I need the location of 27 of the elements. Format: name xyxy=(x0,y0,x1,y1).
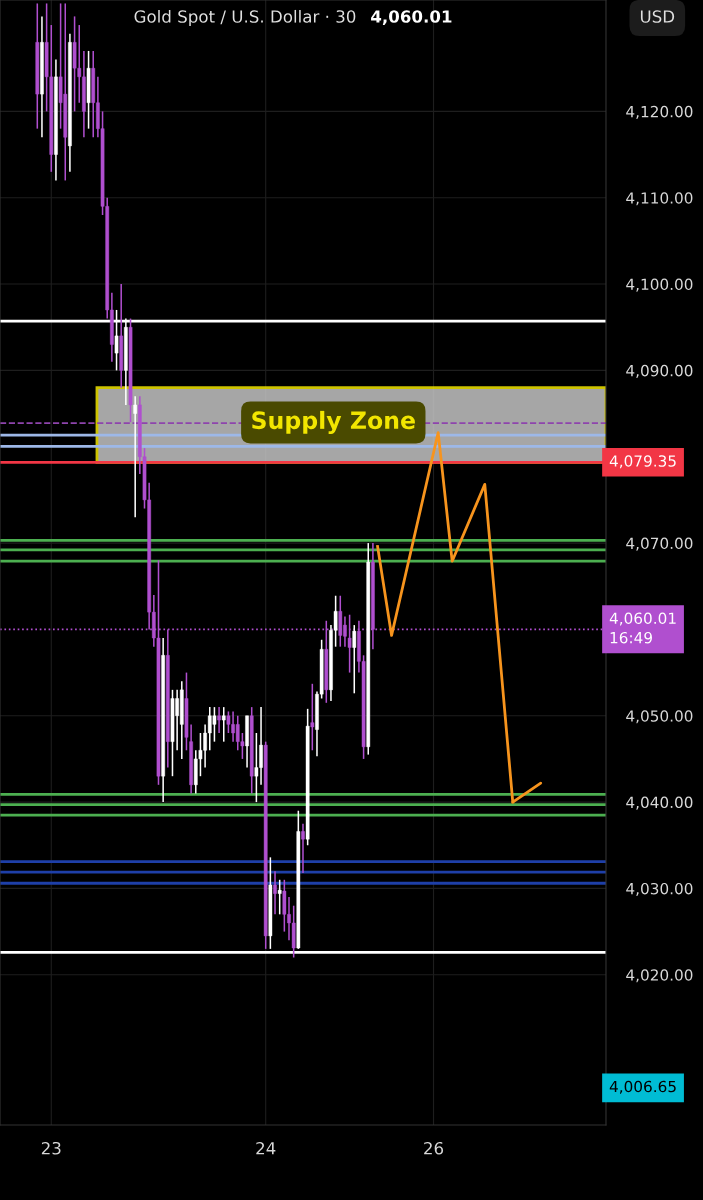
candlestick xyxy=(352,624,357,695)
y-tick-label: 4,070.00 xyxy=(626,537,693,551)
y-tick-label: 4,100.00 xyxy=(626,278,693,292)
text: Gold Spot / U.S. Dollar · 30 xyxy=(134,9,356,27)
x-tick-label: 23 xyxy=(41,1141,61,1155)
y-tick-label: 4,030.00 xyxy=(626,882,693,897)
text: USD xyxy=(640,10,675,23)
text: 4,060.01 xyxy=(371,10,452,25)
candlestick xyxy=(221,706,226,743)
candlestick xyxy=(133,395,138,518)
candlestick xyxy=(273,870,277,916)
y-tick-label: 4,120.00 xyxy=(626,105,693,119)
ref-line-label: 4,060.01 16:49 xyxy=(609,612,676,644)
y-tick-label: 4,090.00 xyxy=(626,364,693,378)
text: 4,006.65 xyxy=(609,1080,676,1094)
y-tick-label: 4,110.00 xyxy=(626,192,693,206)
y-tick-label: 4,040.00 xyxy=(626,796,693,810)
x-tick-label: 24 xyxy=(256,1141,276,1155)
y-tick-label: 4,020.00 xyxy=(626,969,693,983)
ref-line-label: 4,079.35 xyxy=(609,455,676,469)
candlestick xyxy=(277,879,282,916)
band-label: Supply Zone xyxy=(252,410,415,434)
candlestick xyxy=(310,683,315,752)
candlestick xyxy=(301,822,305,874)
y-tick-label: 4,050.00 xyxy=(626,710,693,724)
candlestick xyxy=(217,706,221,734)
x-tick-label: 26 xyxy=(424,1141,444,1155)
